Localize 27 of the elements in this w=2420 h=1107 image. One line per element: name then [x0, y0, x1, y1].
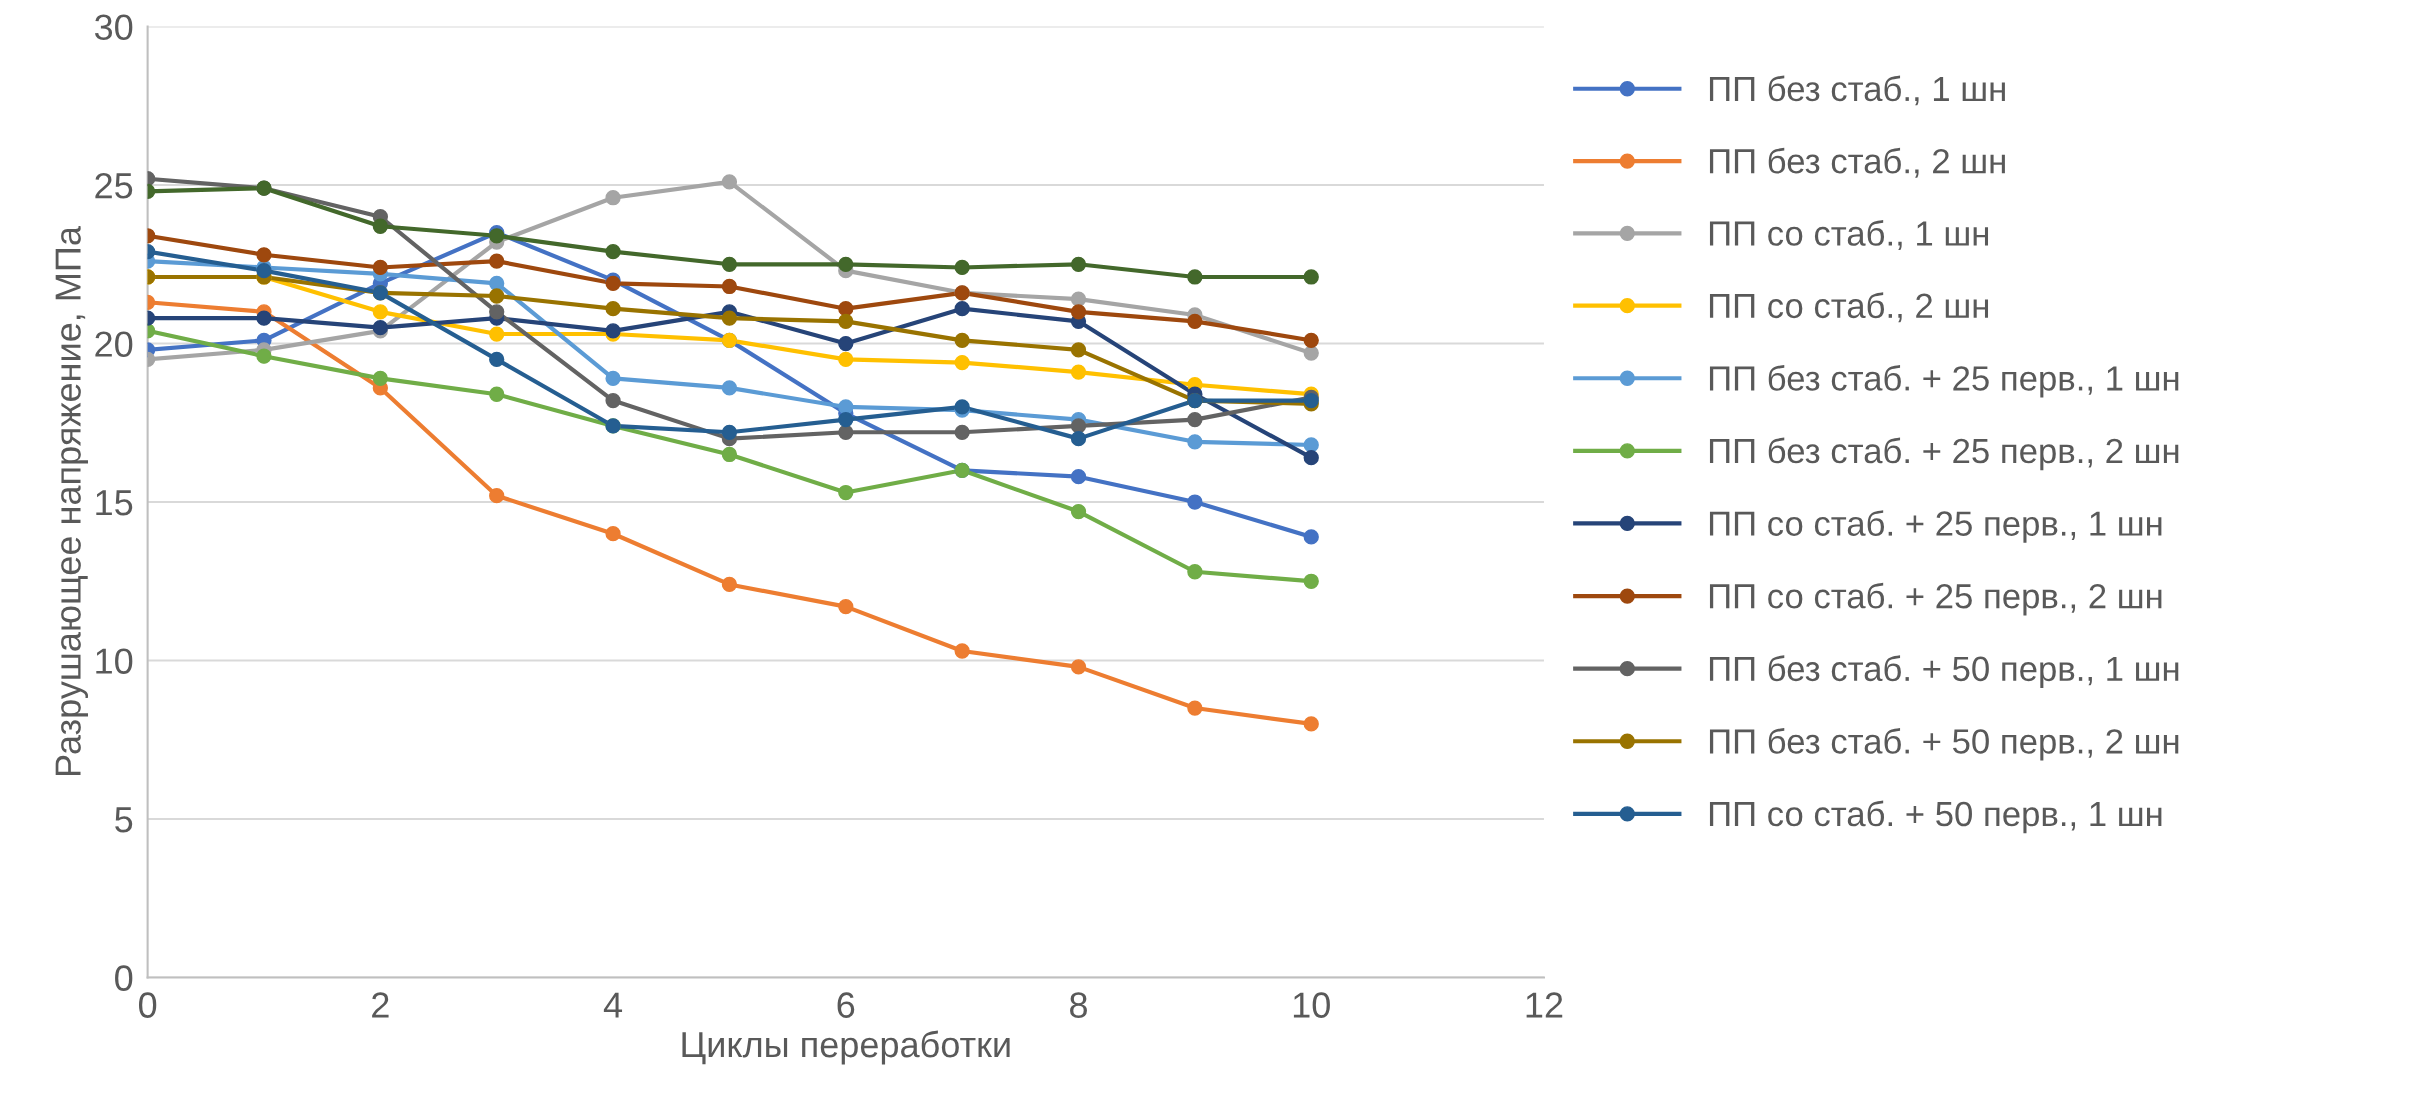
y-tick-label: 0 — [115, 965, 133, 991]
x-tick-label: 6 — [837, 992, 855, 1018]
x-axis-title: Циклы переработки — [682, 1030, 1010, 1065]
legend-label: ПП без стаб., 1 шн — [1709, 75, 2005, 106]
x-tick-label: 4 — [603, 992, 623, 1018]
y-tick-label: 5 — [115, 807, 133, 833]
legend-label: ПП без стаб. + 25 перв., 1 шн — [1709, 364, 2179, 398]
legend-label: ПП со стаб. + 25 перв., 2 шн — [1709, 582, 2162, 616]
legend-label: ПП без стаб., 2 шн — [1709, 147, 2005, 178]
legend-label: ПП со стаб., 2 шн — [1709, 292, 1989, 323]
x-tick-label: 12 — [1526, 992, 1563, 1018]
legend-label: ПП со стаб., 1 шн — [1709, 220, 1989, 250]
x-tick-label: 0 — [138, 992, 157, 1018]
x-tick-label: 8 — [1070, 992, 1087, 1018]
legend-label: ПП без стаб. + 50 перв., 2 шн — [1709, 727, 2179, 761]
legend-label: ПП со стаб. + 50 перв., 1 шн — [1709, 800, 2162, 834]
y-axis-title: Разрушающее напряжение, МПа — [55, 226, 89, 775]
legend-label: ПП без стаб. + 50 перв., 1 шн — [1709, 655, 2179, 689]
x-tick-label: 2 — [372, 992, 389, 1018]
y-tick-label: 25 — [95, 172, 133, 199]
y-tick-label: 30 — [94, 14, 133, 41]
legend-label: ПП без стаб. + 25 перв., 2 шн — [1709, 437, 2179, 471]
x-tick-label: 10 — [1293, 992, 1330, 1018]
legend-label: ПП со стаб. + 25 перв., 1 шн — [1709, 510, 2162, 543]
y-tick-label: 10 — [96, 648, 133, 674]
y-tick-label: 20 — [95, 331, 133, 357]
y-tick-label: 15 — [96, 490, 133, 516]
